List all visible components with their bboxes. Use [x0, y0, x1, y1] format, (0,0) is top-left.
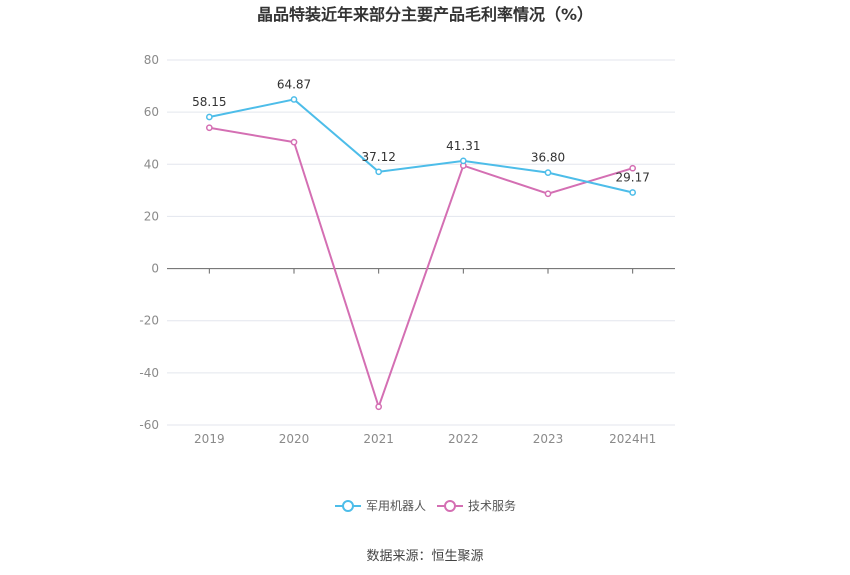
- x-tick-label: 2019: [194, 432, 225, 446]
- data-point: [375, 168, 383, 176]
- x-tick-label: 2024H1: [609, 432, 656, 446]
- data-point: [544, 190, 552, 198]
- x-tick-label: 2023: [533, 432, 564, 446]
- legend-item[interactable]: 军用机器人: [335, 499, 426, 513]
- x-axis: 2019 2020 2021 2022 2023 2024H1: [194, 268, 656, 446]
- data-point: [629, 164, 637, 172]
- y-tick-label: 0: [151, 262, 159, 276]
- data-label: 37.12: [361, 150, 395, 164]
- data-point: [629, 189, 637, 196]
- legend-item[interactable]: 技术服务: [437, 498, 516, 513]
- y-tick-label: 40: [144, 157, 159, 171]
- data-point: [375, 403, 383, 411]
- x-tick-label: 2021: [363, 432, 394, 446]
- data-label: 36.80: [531, 151, 565, 165]
- y-tick-label: 80: [144, 53, 159, 67]
- grid-lines: [167, 59, 675, 426]
- legend-label: 技术服务: [468, 498, 516, 513]
- x-tick-label: 2022: [448, 432, 479, 446]
- chart-title: 晶品特装近年来部分主要产品毛利率情况（%）: [257, 5, 593, 24]
- data-point: [544, 169, 552, 176]
- legend-swatch-marker: [342, 500, 354, 512]
- data-label: 41.31: [446, 139, 480, 153]
- data-label: 29.17: [615, 171, 649, 185]
- x-tick-label: 2020: [279, 432, 310, 446]
- legend-swatch-marker: [444, 500, 456, 512]
- y-tick-label: 60: [144, 105, 159, 119]
- data-point: [205, 124, 213, 132]
- series-lines: [205, 96, 637, 411]
- data-label: 64.87: [277, 77, 311, 91]
- y-tick-label: -60: [139, 418, 159, 432]
- series-line: [209, 126, 633, 410]
- y-tick-label: -20: [139, 314, 159, 328]
- y-tick-label: -40: [139, 366, 159, 380]
- data-point: [459, 157, 467, 165]
- data-point: [290, 138, 298, 146]
- y-tick-label: 20: [144, 209, 159, 223]
- data-point: [290, 96, 298, 103]
- y-axis-ticks: -60 -40 -20 0 20 40 60 80: [139, 53, 159, 432]
- legend-label: 军用机器人: [366, 499, 426, 513]
- series-line: [209, 98, 633, 194]
- data-labels: 58.15 64.87 37.12 41.31 36.80 29.17: [192, 77, 650, 184]
- data-point: [205, 113, 213, 121]
- legend: 军用机器人 技术服务: [335, 498, 516, 513]
- data-label: 58.15: [192, 95, 226, 109]
- source-note: 数据来源：恒生聚源: [366, 549, 483, 564]
